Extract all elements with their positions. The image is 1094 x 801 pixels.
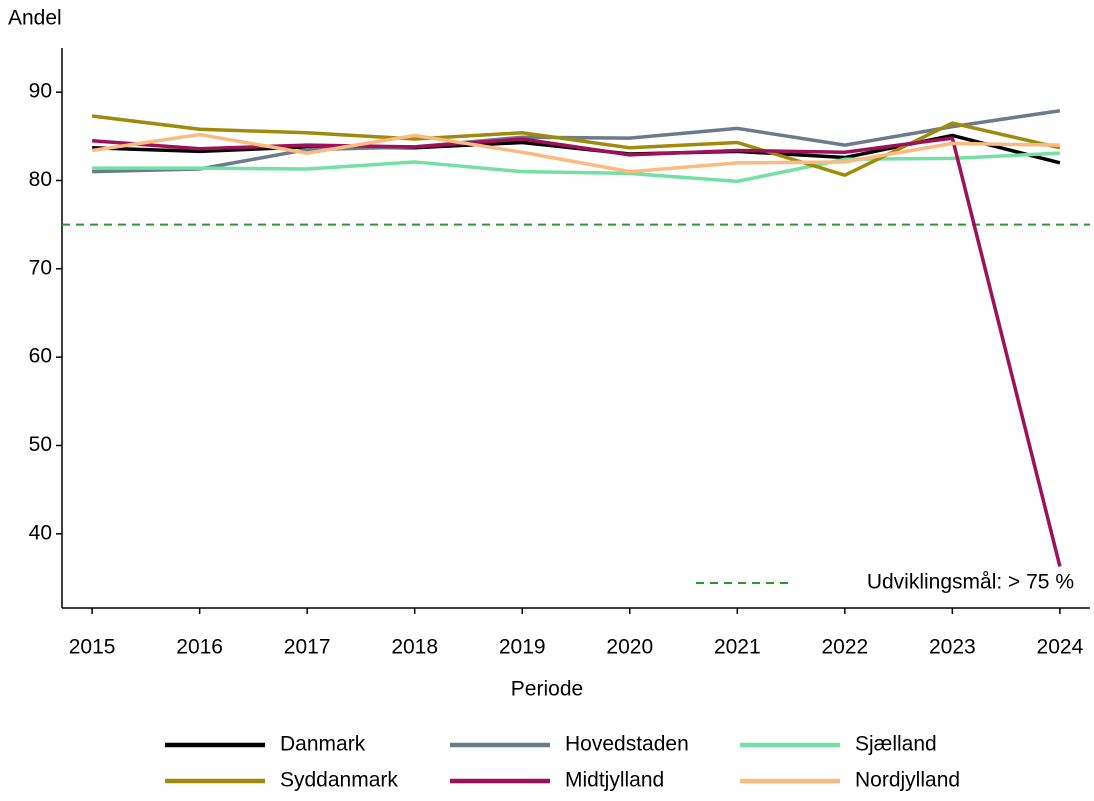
legend-label: Danmark (280, 733, 366, 756)
series-line (91, 136, 1062, 567)
y-tick-label: 90 (29, 80, 52, 103)
series-line (92, 151, 1060, 184)
x-tick-label: 2024 (1037, 636, 1084, 659)
x-tick-label: 2015 (69, 636, 116, 659)
y-tick-label: 60 (29, 345, 52, 368)
series-line (91, 132, 1060, 174)
x-axis-label: Periode (511, 678, 583, 701)
y-tick-label: 50 (29, 433, 52, 456)
x-tick-label: 2020 (606, 636, 653, 659)
x-tick-label: 2018 (391, 636, 438, 659)
legend-label: Midtjylland (565, 769, 664, 792)
y-axis-label: Andel (8, 7, 62, 30)
series-line (92, 108, 1061, 174)
reference-legend-label: Udviklingsmål: > 75 % (867, 571, 1074, 594)
x-tick-label: 2022 (821, 636, 868, 659)
y-tick-label: 70 (29, 256, 52, 279)
x-tick-label: 2016 (176, 636, 223, 659)
legend-label: Hovedstaden (565, 733, 689, 756)
y-tick-label: 80 (29, 168, 52, 191)
y-tick-label: 40 (29, 521, 52, 544)
x-tick-label: 2021 (714, 636, 761, 659)
x-tick-label: 2023 (929, 636, 976, 659)
series-line (91, 114, 1061, 177)
legend-label: Nordjylland (855, 769, 960, 792)
x-tick-label: 2019 (499, 636, 546, 659)
legend-label: Syddanmark (280, 769, 398, 792)
x-tick-label: 2017 (284, 636, 331, 659)
legend-label: Sjælland (855, 733, 937, 756)
